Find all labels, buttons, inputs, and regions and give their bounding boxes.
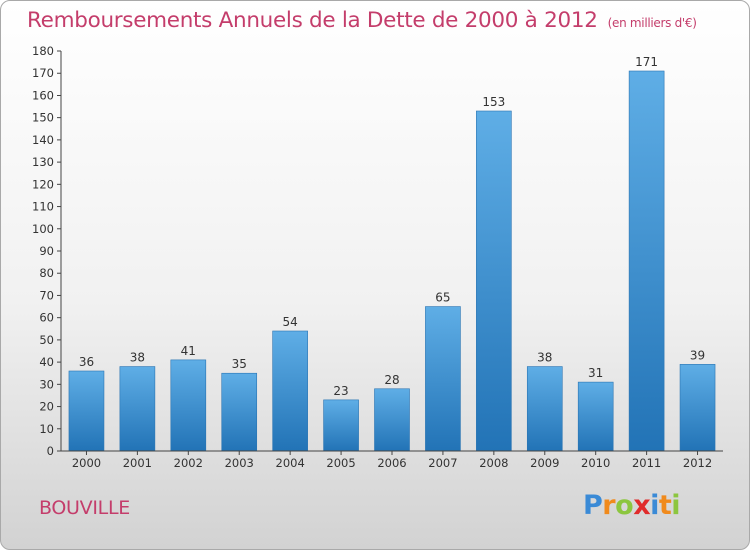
bar-2006 — [374, 388, 410, 452]
logo-letter: x — [633, 490, 651, 521]
y-tick-label: 160 — [32, 88, 54, 102]
y-tick-label: 150 — [32, 111, 54, 125]
x-tick-label: 2008 — [479, 456, 508, 470]
y-tick-label: 120 — [32, 177, 54, 191]
bar-2005 — [323, 399, 359, 452]
y-tick-label: 170 — [32, 66, 54, 80]
bars: 36 38 41 35 54 23 28 65 153 38 31 171 39 — [68, 55, 716, 452]
y-tick-label: 40 — [39, 355, 54, 369]
x-axis: 2000 2001 2002 2003 2004 2005 2006 2007 2008 2009… — [61, 450, 723, 470]
bar-2010 — [577, 381, 614, 452]
bar-2009 — [526, 366, 563, 452]
bar-value-label: 36 — [79, 355, 94, 369]
x-tick-label: 2004 — [276, 456, 305, 470]
y-tick-label: 130 — [32, 155, 54, 169]
bar-value-label: 41 — [181, 344, 196, 358]
y-tick-label: 20 — [39, 400, 54, 414]
y-tick-label: 140 — [32, 133, 54, 147]
logo-letter: t — [658, 490, 672, 521]
y-tick-label: 180 — [32, 44, 54, 58]
bar-2004 — [272, 330, 308, 452]
x-tick-label: 2007 — [428, 456, 457, 470]
y-tick-label: 90 — [39, 244, 54, 258]
bar-value-label: 38 — [537, 351, 552, 365]
x-tick-label: 2005 — [326, 456, 355, 470]
bar-2000 — [68, 370, 105, 452]
proxiti-logo[interactable]: Proxiti — [583, 490, 681, 521]
location-name: BOUVILLE — [39, 497, 130, 519]
y-tick-label: 80 — [39, 266, 54, 280]
x-tick-label: 2009 — [530, 456, 559, 470]
logo-letter: o — [615, 490, 634, 521]
x-tick-label: 2003 — [225, 456, 254, 470]
bar-2002 — [170, 359, 207, 452]
bar-value-label: 153 — [482, 95, 505, 109]
bar-value-label: 38 — [130, 351, 145, 365]
y-tick-label: 0 — [47, 444, 54, 458]
chart-title: Remboursements Annuels de la Dette de 20… — [27, 8, 697, 33]
bar-2011 — [628, 70, 665, 452]
bar-2007 — [425, 306, 461, 452]
bar-value-label: 28 — [384, 373, 399, 387]
y-axis: 0 10 20 30 40 50 60 70 80 90 100 110 120 130 140 150 160… — [32, 44, 62, 458]
bar-value-label: 35 — [232, 357, 247, 371]
x-tick-label: 2000 — [72, 456, 101, 470]
x-tick-label: 2011 — [632, 456, 661, 470]
y-tick-label: 60 — [39, 311, 54, 325]
y-tick-label: 70 — [39, 288, 54, 302]
y-tick-label: 50 — [39, 333, 54, 347]
x-tick-label: 2010 — [581, 456, 610, 470]
bar-value-label: 65 — [435, 291, 450, 305]
logo-letter: i — [650, 490, 659, 521]
x-tick-label: 2002 — [174, 456, 203, 470]
bar-2001 — [119, 366, 156, 452]
bar-value-label: 31 — [588, 366, 603, 380]
y-tick-label: 10 — [39, 422, 54, 436]
y-tick-label: 30 — [39, 377, 54, 391]
y-tick-label: 100 — [32, 222, 54, 236]
y-tick-label: 110 — [32, 200, 54, 214]
x-tick-label: 2001 — [123, 456, 152, 470]
x-tick-label: 2006 — [377, 456, 406, 470]
bar-value-label: 39 — [690, 348, 705, 362]
bar-2003 — [221, 372, 258, 452]
logo-letter: P — [583, 490, 603, 521]
logo-letter: r — [602, 490, 616, 521]
x-tick-label: 2012 — [683, 456, 712, 470]
bar-2012 — [679, 364, 716, 452]
bar-2008 — [476, 110, 512, 452]
unit-label: (en milliers d'€) — [607, 16, 697, 30]
logo-letter: i — [671, 490, 681, 521]
bar-value-label: 171 — [635, 55, 658, 69]
bar-value-label: 23 — [333, 384, 348, 398]
bar-value-label: 54 — [283, 315, 298, 329]
